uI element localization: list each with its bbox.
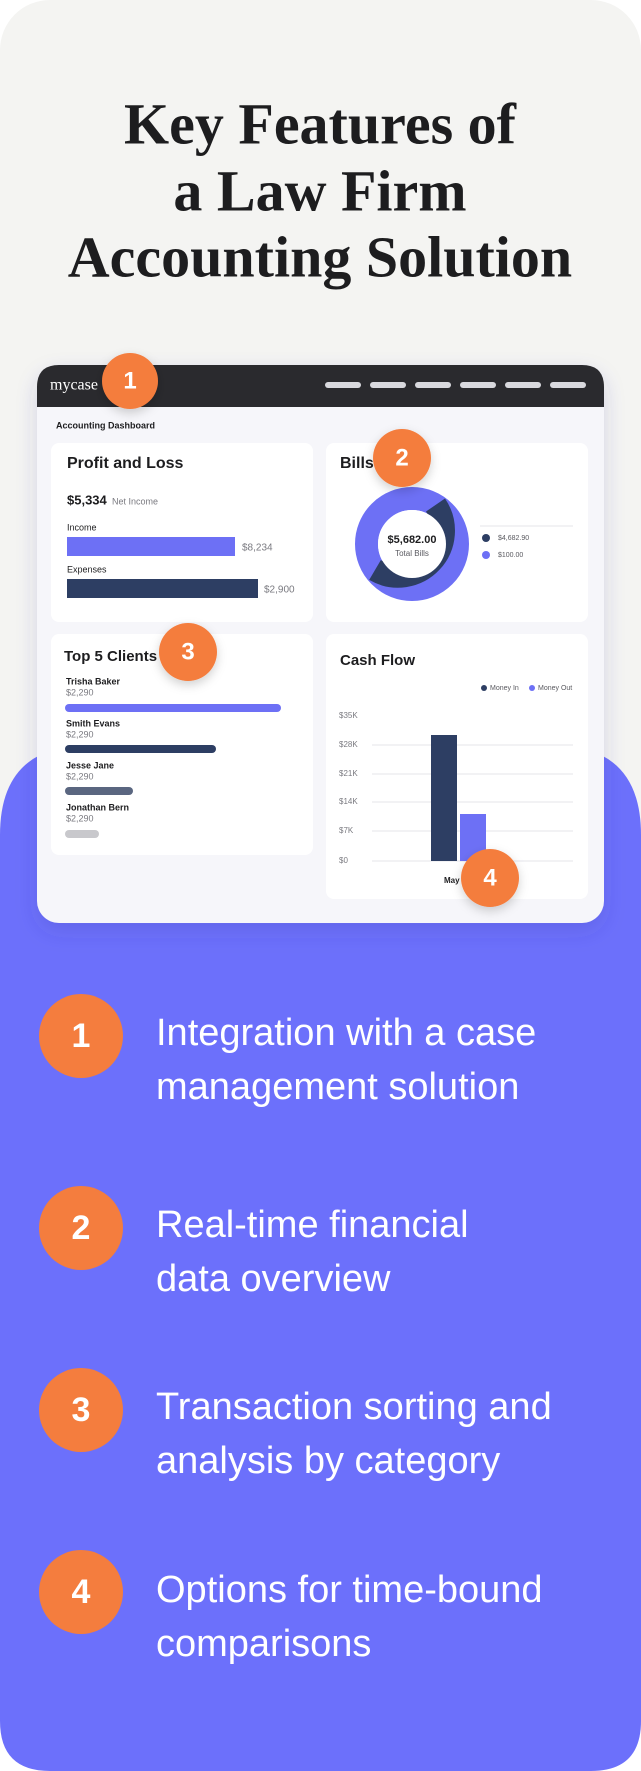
y-label: $14K (339, 797, 358, 806)
feature-text: analysis by category (156, 1440, 500, 1482)
badge (461, 849, 519, 907)
feature-badge (39, 994, 123, 1078)
title-line: Accounting Solution (68, 224, 572, 289)
row-value: $8,234 (242, 543, 273, 554)
legend-dot (481, 685, 487, 691)
title: Key Features of a Law Firm Accounting So… (68, 91, 572, 289)
client-amount: $2,290 (66, 771, 94, 781)
row-label: Income (67, 522, 97, 532)
y-label: $28K (339, 740, 358, 749)
client-amount: $2,290 (66, 729, 94, 739)
badge-number: 1 (123, 367, 136, 394)
feature-badge (39, 1186, 123, 1270)
legend-dot (482, 534, 490, 542)
feature-text: comparisons (156, 1623, 371, 1665)
legend-dot (482, 551, 490, 559)
legend-dot (529, 685, 535, 691)
badge-number: 3 (181, 638, 194, 665)
badge-number: 2 (395, 444, 408, 471)
feature-number: 2 (72, 1209, 91, 1247)
income-bar (67, 537, 235, 556)
expenses-bar (67, 579, 258, 598)
y-label: $35K (339, 711, 358, 720)
badge (102, 353, 158, 409)
feature-text: data overview (156, 1258, 391, 1300)
x-label: May (444, 876, 460, 885)
feature-text: management solution (156, 1066, 519, 1108)
purple-background (0, 745, 641, 1771)
client-name: Jesse Jane (66, 760, 114, 770)
feature-badge (39, 1550, 123, 1634)
donut-hole (378, 510, 446, 578)
feature-number: 4 (72, 1573, 91, 1611)
dashboard-heading: Accounting Dashboard (56, 420, 155, 430)
panel (51, 443, 313, 622)
dashboard: mycase 1 Accounting Dashboard Profit and… (37, 353, 604, 923)
badge (159, 623, 217, 681)
feature: 1 Integration with a case management sol… (39, 994, 536, 1108)
feature-text: Transaction sorting and (156, 1386, 552, 1428)
panel-title: Profit and Loss (67, 455, 184, 472)
title-line: a Law Firm (173, 158, 466, 223)
panel-title: Top 5 Clients (64, 648, 157, 665)
net-label: Net Income (112, 496, 158, 506)
row-value: $2,900 (264, 585, 295, 596)
money-in-bar (431, 735, 457, 861)
feature: 3 Transaction sorting and analysis by ca… (39, 1368, 552, 1482)
panel-title: Cash Flow (340, 652, 415, 669)
top-bar (37, 365, 604, 407)
feature-number: 3 (72, 1391, 91, 1429)
client-amount: $2,290 (66, 687, 94, 697)
y-label: $0 (339, 856, 348, 865)
y-label: $21K (339, 769, 358, 778)
client-name: Trisha Baker (66, 676, 121, 686)
feature-text: Integration with a case (156, 1012, 536, 1054)
legend-label: Money In (490, 685, 519, 692)
donut-ring (355, 487, 469, 601)
y-label: $7K (339, 826, 354, 835)
client-amount: $2,290 (66, 813, 94, 823)
client-bar (65, 704, 281, 712)
feature-text: Options for time-bound (156, 1569, 543, 1611)
client-bar (65, 830, 99, 838)
client-bar (65, 745, 216, 753)
feature-list: 1 Integration with a case management sol… (39, 994, 552, 1665)
badge (373, 429, 431, 487)
client-list: Trisha Baker $2,290 Smith Evans $2,290 J… (65, 676, 281, 838)
row-label: Expenses (67, 564, 107, 574)
title-line: Key Features of (124, 91, 517, 156)
feature-badge (39, 1368, 123, 1452)
client-bar (65, 787, 133, 795)
feature-number: 1 (72, 1017, 91, 1055)
badge-number: 4 (483, 864, 497, 891)
legend-label: $100.00 (498, 552, 523, 559)
feature: 2 Real-time financial data overview (39, 1186, 469, 1300)
donut-total: $5,682.00 (388, 534, 437, 546)
donut-label: Total Bills (395, 549, 429, 558)
panel (51, 634, 313, 855)
legend-label: $4,682.90 (498, 535, 529, 542)
client-name: Jonathan Bern (66, 802, 129, 812)
brand: mycase (50, 377, 98, 394)
feature: 4 Options for time-bound comparisons (39, 1550, 543, 1665)
client-name: Smith Evans (66, 718, 120, 728)
net-amount: $5,334 (67, 492, 108, 507)
panel-title: Bills (340, 455, 374, 472)
feature-text: Real-time financial (156, 1204, 469, 1246)
legend-label: Money Out (538, 685, 572, 692)
